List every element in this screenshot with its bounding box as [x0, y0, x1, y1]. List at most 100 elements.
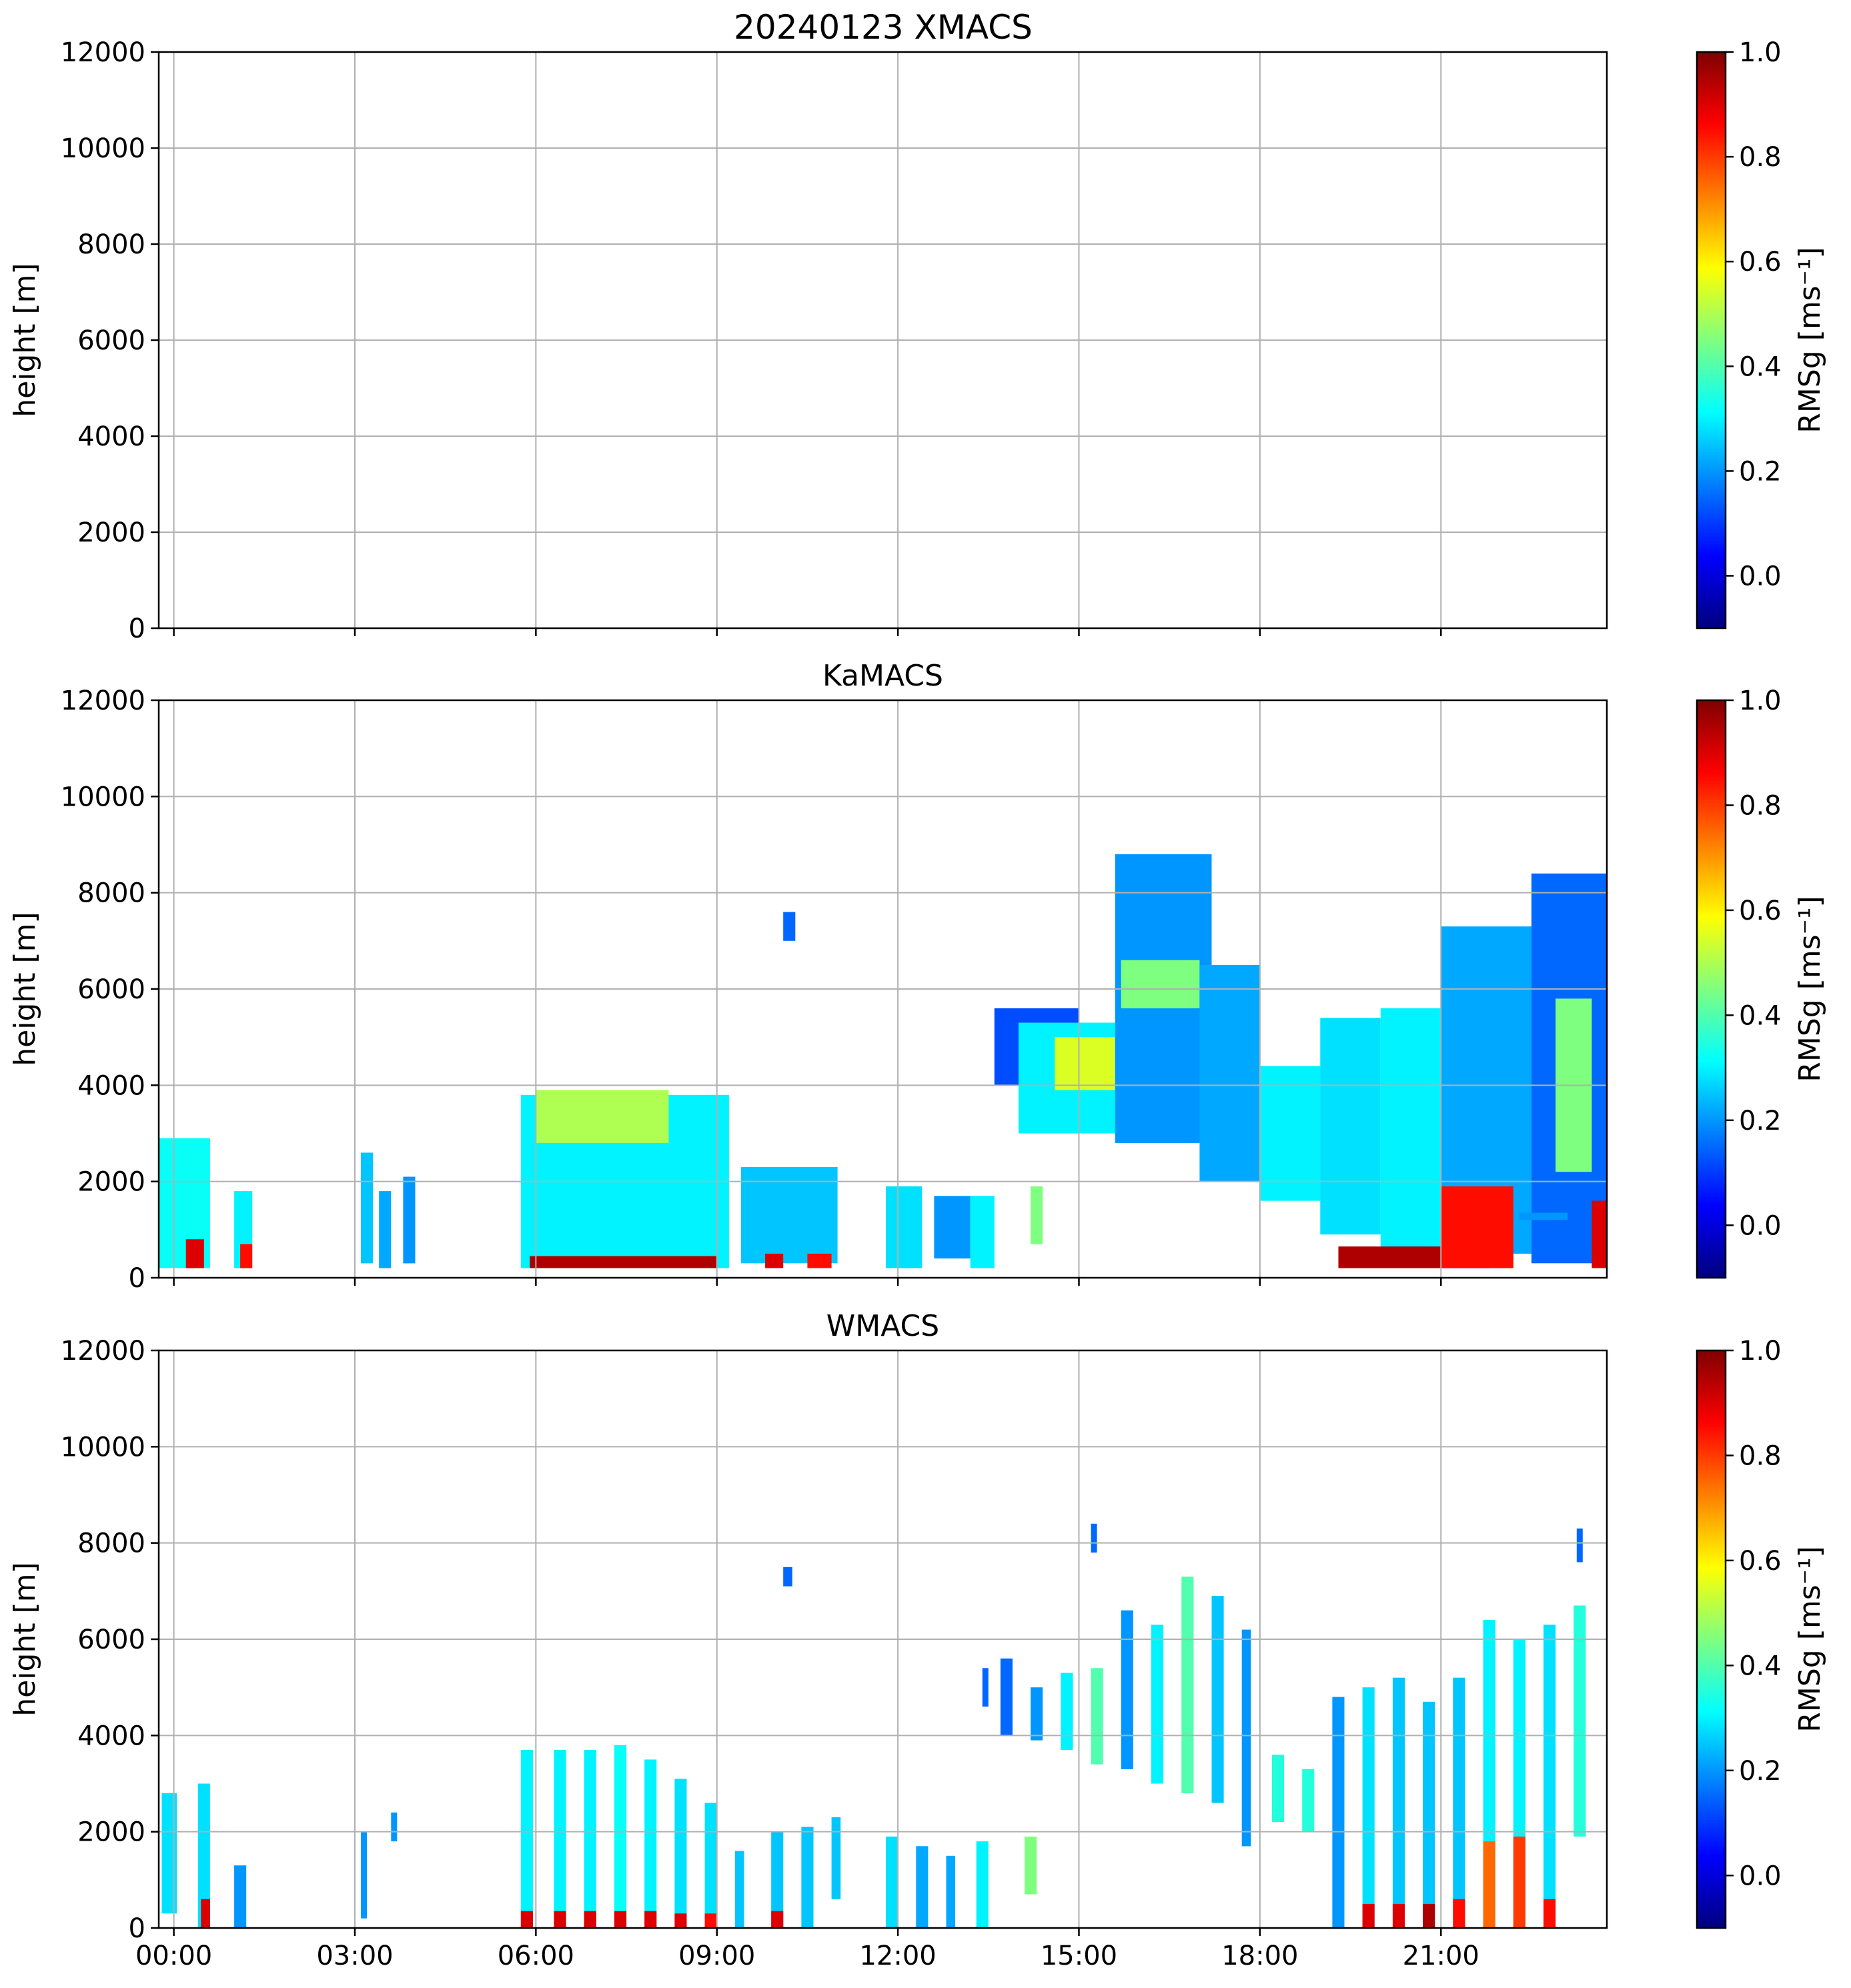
echo-cell: [403, 1177, 415, 1264]
colorbar-tick-label: 0.2: [1739, 1106, 1782, 1136]
echo-cell: [1544, 1899, 1556, 1928]
colorbar-tick-label: 0.8: [1739, 790, 1782, 821]
colorbar-tick-label: 0.2: [1739, 1756, 1782, 1787]
echo-cell: [886, 1837, 898, 1928]
echo-cell: [1031, 1186, 1043, 1244]
echo-cell: [1332, 1697, 1344, 1928]
echo-cell: [1121, 1611, 1133, 1769]
y-axis-label: height [m]: [8, 1562, 42, 1716]
echo-cell: [644, 1759, 656, 1928]
echo-cell: [530, 1256, 716, 1268]
echo-cell: [554, 1750, 566, 1928]
echo-cell: [705, 1803, 717, 1928]
colorbar-tick-label: 0.0: [1739, 1210, 1782, 1241]
echo-cell: [1381, 1008, 1441, 1254]
y-tick-label: 4000: [77, 1721, 145, 1751]
colorbar-label: RMSg [ms⁻¹]: [1793, 247, 1827, 433]
colorbar-tick-label: 0.6: [1739, 896, 1782, 926]
colorbar-label: RMSg [ms⁻¹]: [1793, 1546, 1827, 1732]
y-tick-label: 0: [129, 1263, 145, 1294]
y-axis-label: height [m]: [8, 263, 42, 417]
y-tick-label: 0: [129, 1913, 145, 1944]
echo-cell: [977, 1841, 989, 1928]
echo-cell: [1577, 1529, 1583, 1563]
echo-cell: [614, 1745, 626, 1928]
echo-cell: [1592, 1201, 1607, 1268]
y-tick-label: 10000: [61, 782, 145, 812]
panel-2: 0 2000 4000 6000 8000 10000 12000 height [m] KaM…: [8, 659, 1827, 1294]
x-tick-label: 12:00: [859, 1941, 936, 1971]
x-tick-label: 18:00: [1221, 1941, 1298, 1971]
figure: 20240123 XMACS 0 2000 4000 6000 8000 10000 120…: [0, 0, 1851, 1988]
echo-cell: [1199, 965, 1260, 1182]
echo-cell: [1091, 1524, 1097, 1553]
echo-cell: [584, 1750, 596, 1928]
colorbar-tick-label: 1.0: [1739, 686, 1782, 716]
echo-cell: [1393, 1678, 1405, 1928]
echo-cell: [240, 1244, 252, 1268]
echo-cell: [1423, 1904, 1435, 1928]
echo-cell: [644, 1911, 656, 1928]
echo-cell: [1483, 1841, 1495, 1928]
echo-cell: [783, 1567, 792, 1587]
echo-cell: [832, 1817, 841, 1899]
echo-cell: [1121, 960, 1200, 1008]
y-tick-label: 12000: [61, 686, 145, 716]
y-tick-label: 10000: [61, 133, 145, 164]
x-tick-label: 09:00: [678, 1941, 755, 1971]
colorbar-tick-label: 0.4: [1739, 351, 1782, 382]
echo-cell: [1453, 1678, 1465, 1928]
y-tick-label: 8000: [77, 878, 145, 909]
y-axis-label: height [m]: [8, 912, 42, 1066]
colorbar-label: RMSg [ms⁻¹]: [1793, 896, 1827, 1082]
x-tick-label: 15:00: [1041, 1941, 1117, 1971]
panel-title: KaMACS: [822, 659, 943, 693]
echo-cell: [1363, 1687, 1375, 1928]
colorbar-tick-label: 0.8: [1739, 1440, 1782, 1471]
echo-cell: [674, 1779, 686, 1928]
panel-3: 00:00 03:00 06:00 09:00 12:00 15:00 18:00 21:00…: [8, 1309, 1827, 1971]
figure-title: 20240123 XMACS: [734, 8, 1033, 47]
echo-cell: [201, 1899, 210, 1928]
echo-cell: [735, 1851, 744, 1929]
echo-cell: [1260, 1066, 1321, 1201]
echo-cell: [521, 1911, 533, 1928]
echo-cell: [1055, 1037, 1115, 1090]
echo-cell: [1025, 1837, 1037, 1895]
colorbar: [1697, 700, 1726, 1278]
echo-cell: [1061, 1673, 1073, 1751]
echo-cell: [807, 1254, 831, 1268]
y-tick-label: 8000: [77, 229, 145, 260]
y-tick-label: 8000: [77, 1529, 145, 1559]
echo-cell: [705, 1913, 717, 1928]
echo-cell: [186, 1239, 204, 1268]
echo-cell: [1242, 1630, 1251, 1847]
echo-cell: [801, 1827, 813, 1928]
echo-cell: [916, 1846, 928, 1928]
echo-cell: [1151, 1625, 1163, 1783]
colorbar-tick-label: 0.8: [1739, 142, 1782, 173]
echo-cell: [361, 1832, 367, 1919]
echo-cell: [1441, 1186, 1513, 1268]
echo-cell: [1001, 1659, 1013, 1736]
y-tick-label: 10000: [61, 1432, 145, 1462]
echo-cell: [1212, 1596, 1224, 1803]
y-tick-label: 4000: [77, 1070, 145, 1101]
echo-cell: [521, 1750, 533, 1928]
echo-cell: [886, 1186, 922, 1268]
y-tick-label: 6000: [77, 325, 145, 356]
colorbar-tick-label: 0.4: [1739, 1000, 1782, 1031]
y-tick-label: 4000: [77, 421, 145, 452]
echo-cell: [554, 1911, 566, 1928]
colorbar-tick-label: 0.6: [1739, 247, 1782, 277]
x-tick-label: 06:00: [498, 1941, 574, 1971]
colorbar-tick-label: 0.0: [1739, 1861, 1782, 1891]
echo-cell: [1574, 1606, 1586, 1837]
panel-1: 0 2000 4000 6000 8000 10000 12000 height [m] 0.0…: [8, 37, 1827, 644]
y-tick-label: 12000: [61, 1336, 145, 1366]
echo-cell: [234, 1865, 246, 1928]
colorbar-tick-label: 0.4: [1739, 1651, 1782, 1681]
y-tick-label: 2000: [77, 1817, 145, 1848]
echo-cell: [584, 1911, 596, 1928]
echo-cell: [765, 1254, 783, 1268]
